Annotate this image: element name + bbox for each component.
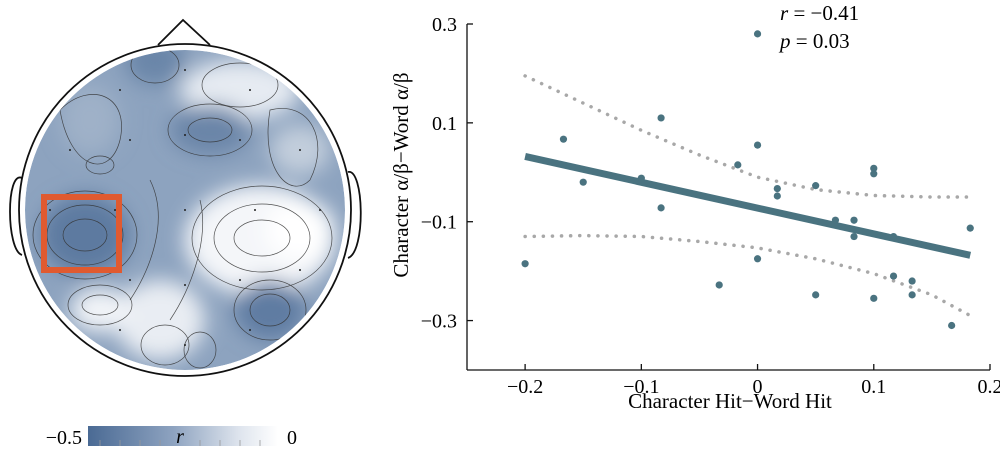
regression-line <box>524 153 972 259</box>
topo-map <box>25 50 345 370</box>
data-point <box>870 294 878 302</box>
stat-r: r = −0.41 <box>780 1 859 25</box>
data-points <box>521 30 974 330</box>
data-point <box>889 272 898 280</box>
data-point <box>831 216 840 224</box>
data-point <box>889 232 898 241</box>
y-tick-label: 0.3 <box>432 14 457 36</box>
data-point <box>812 182 820 190</box>
stat-p-symbol: p <box>778 29 791 53</box>
data-point <box>734 161 742 169</box>
nose-outline <box>157 18 211 46</box>
left-ear-outline <box>9 176 23 256</box>
data-point <box>908 291 916 299</box>
data-point <box>753 30 762 38</box>
axes: −0.2 −0.1 0 0.1 0.2 −0.3 −0.1 0.1 0.3 <box>421 14 1000 398</box>
colorbar-gradient <box>88 426 278 446</box>
data-point <box>579 178 587 186</box>
y-axis-label: Character α/β−Word α/β <box>389 72 413 277</box>
y-tick-label: −0.1 <box>421 212 457 234</box>
x-tick-label: −0.2 <box>507 376 543 398</box>
x-tick-label: −0.1 <box>623 376 659 398</box>
data-point <box>948 321 956 330</box>
ci-lower-band <box>523 233 972 318</box>
data-point <box>850 216 858 224</box>
data-point <box>559 135 568 143</box>
right-ear-outline <box>347 171 362 259</box>
data-point <box>715 281 723 289</box>
topoplot <box>9 18 362 377</box>
data-point <box>966 224 974 232</box>
data-point <box>657 114 665 122</box>
x-tick-label: 0.1 <box>861 376 886 398</box>
data-point <box>812 291 820 299</box>
x-tick-label: 0 <box>753 376 763 398</box>
stat-p-value: = 0.03 <box>791 29 850 53</box>
stat-r-value: = −0.41 <box>788 1 859 25</box>
regression-line-group <box>524 153 972 259</box>
x-axis-label: Character Hit−Word Hit <box>628 389 832 413</box>
data-point <box>753 141 762 149</box>
ci-upper-band <box>523 74 972 199</box>
head-outline <box>18 43 352 377</box>
data-point <box>908 277 916 285</box>
colorbar-title: r <box>176 426 184 448</box>
colorbar: −0.5 r 0 <box>46 426 297 449</box>
stat-p: p = 0.03 <box>778 29 850 53</box>
data-point <box>657 204 665 212</box>
data-point <box>637 174 645 182</box>
x-tick-label: 0.2 <box>978 376 1000 398</box>
confidence-bands <box>523 74 972 318</box>
y-tick-label: −0.3 <box>421 311 457 333</box>
data-point <box>773 184 781 193</box>
stat-r-symbol: r <box>780 1 789 25</box>
data-point <box>870 164 878 172</box>
data-point <box>850 232 858 241</box>
data-point <box>773 192 781 200</box>
scatter-plot: −0.2 −0.1 0 0.1 0.2 −0.3 −0.1 0.1 0.3 Character … <box>389 1 1000 413</box>
y-tick-label: 0.1 <box>432 113 457 135</box>
data-point <box>521 260 529 268</box>
data-point <box>753 255 762 263</box>
colorbar-max-label: 0 <box>287 427 297 449</box>
data-point <box>870 170 878 178</box>
colorbar-min-label: −0.5 <box>46 427 82 449</box>
roi-highlight-box <box>41 194 122 273</box>
